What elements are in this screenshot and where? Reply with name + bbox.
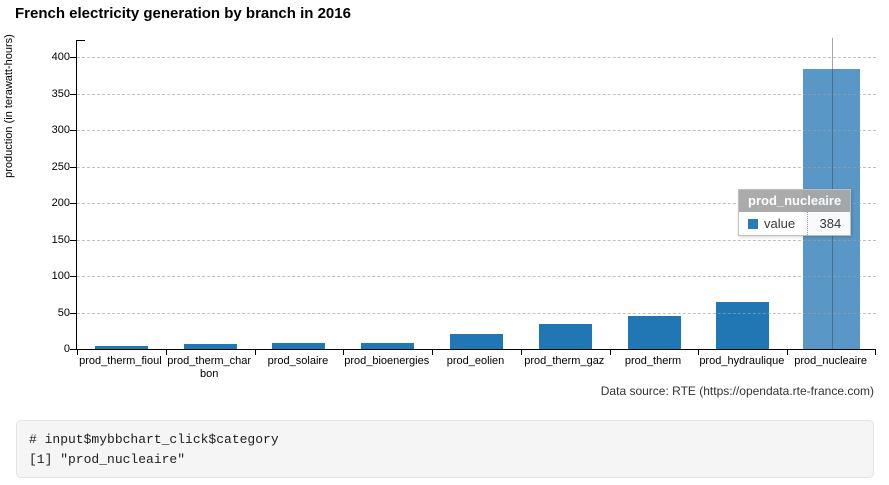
x-category-label: prod_eolien	[446, 355, 505, 367]
x-axis-tick	[165, 349, 167, 355]
x-axis-tick	[254, 349, 256, 355]
y-gridline	[77, 312, 876, 314]
console-line-comment: # input$mybbchart_click$category	[29, 432, 279, 447]
bar-prod_bioenergies[interactable]	[361, 342, 415, 349]
y-gridline	[77, 276, 876, 278]
x-category-label: prod_therm_fioul	[79, 355, 162, 367]
y-tick-label: 150	[51, 233, 70, 246]
x-axis-tick	[520, 349, 522, 355]
y-tick-label: 200	[51, 197, 70, 210]
x-axis-tick	[787, 349, 789, 355]
x-category-label: prod_therm_charbon	[167, 355, 252, 381]
y-axis-tick	[70, 276, 76, 278]
y-tick-label: 300	[51, 124, 70, 137]
y-axis-tick	[70, 166, 76, 168]
x-axis-tick	[875, 349, 876, 355]
y-gridline	[77, 130, 876, 132]
x-axis-tick	[343, 349, 345, 355]
bar-prod_therm_gaz[interactable]	[538, 323, 592, 349]
y-axis-tick	[70, 130, 76, 132]
y-gridline	[77, 166, 876, 168]
x-category-label: prod_therm	[624, 355, 682, 367]
console-output: # input$mybbchart_click$category [1] "pro…	[16, 420, 874, 478]
y-tick-label: 50	[57, 306, 70, 319]
y-axis-title: production (in terawatt-hours)	[3, 34, 15, 178]
bar-prod_eolien[interactable]	[450, 333, 503, 349]
y-axis-top-tick	[77, 40, 85, 41]
page-title: French electricity generation by branch …	[15, 5, 351, 22]
y-tick-label: 250	[51, 160, 70, 173]
data-source-note: Data source: RTE (https://opendata.rte-f…	[600, 384, 874, 398]
console-line-result: [1] "prod_nucleaire"	[29, 452, 186, 468]
y-axis-tick	[70, 239, 76, 241]
bar-prod_therm_charbon[interactable]	[183, 343, 237, 349]
x-category-label: prod_therm_gaz	[524, 355, 605, 367]
y-gridline	[77, 57, 876, 59]
tooltip-series-name: value	[739, 212, 804, 235]
tooltip-header: prod_nucleaire	[739, 190, 851, 212]
bar-prod_therm_fioul[interactable]	[94, 346, 148, 349]
x-category-label: prod_solaire	[267, 355, 329, 367]
tooltip-row: value 384	[739, 212, 851, 235]
y-gridline	[77, 239, 876, 241]
bar-chart: production (in terawatt-hours) prod_nucl…	[0, 30, 889, 410]
y-tick-label: 0	[63, 343, 70, 355]
x-category-label: prod_bioenergies	[344, 355, 430, 367]
bar-prod_hydraulique[interactable]	[716, 302, 770, 349]
bar-prod_therm[interactable]	[627, 315, 681, 349]
x-category-label: prod_nucleaire	[794, 355, 867, 367]
x-axis-tick	[77, 349, 78, 355]
x-category-label: prod_hydraulique	[699, 355, 785, 367]
x-axis-tick	[432, 349, 434, 355]
y-gridline	[77, 93, 876, 95]
y-axis-tick	[70, 349, 76, 350]
x-axis-tick	[698, 349, 700, 355]
tooltip-value: 384	[806, 212, 851, 235]
chart-tooltip: prod_nucleaire value 384	[738, 189, 852, 236]
y-axis-tick	[70, 312, 76, 314]
y-gridline	[77, 203, 876, 205]
y-axis-tick	[70, 57, 76, 59]
bar-prod_solaire[interactable]	[272, 342, 326, 349]
tooltip-series-label: value	[764, 216, 796, 231]
y-axis-tick	[70, 93, 76, 95]
x-axis-tick	[609, 349, 611, 355]
y-tick-label: 350	[51, 87, 70, 100]
y-axis-tick	[70, 203, 76, 205]
y-tick-label: 400	[51, 51, 70, 64]
series-color-swatch-icon	[748, 218, 758, 229]
y-tick-label: 100	[51, 270, 70, 283]
